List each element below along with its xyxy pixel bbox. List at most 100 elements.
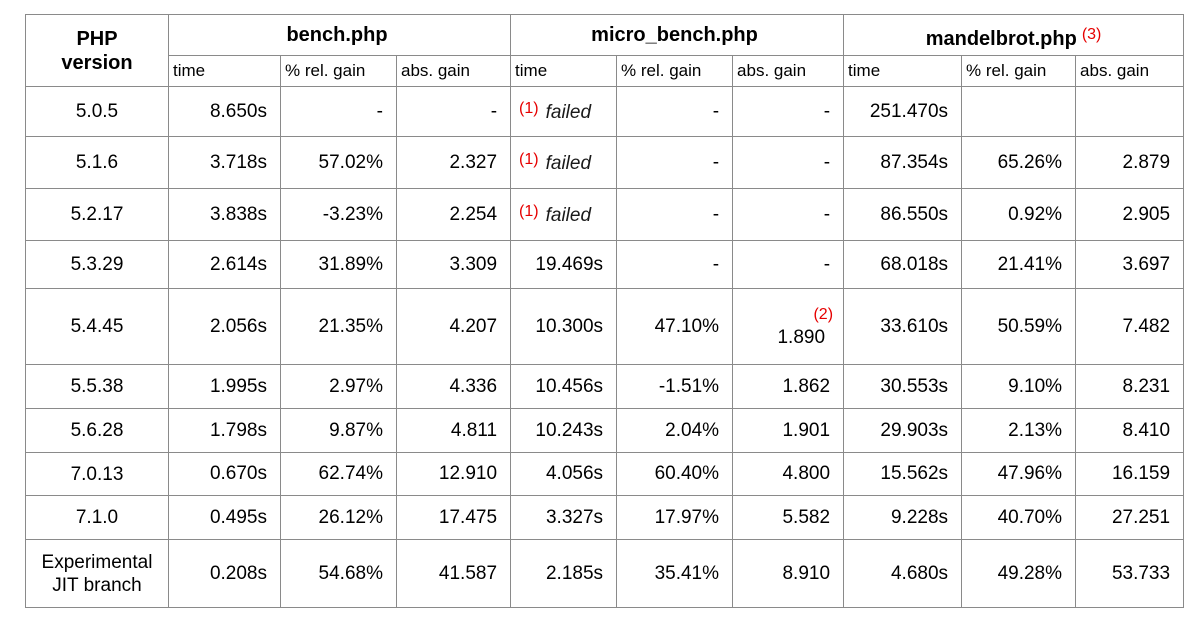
data-cell: 41.587 [395,539,512,608]
group-label: bench.php [286,23,388,46]
php-version-cell: 5.3.29 [25,240,169,289]
data-cell: 0.670s [168,452,281,496]
group-label: micro_bench.php [591,23,758,46]
footnote-marker-1: (1) [519,99,539,117]
group-label: mandelbrot.php [925,28,1077,50]
data-cell: 2.185s [510,539,618,608]
data-cell: - [732,86,845,137]
table-row: 5.3.29 2.614s 31.89% 3.309 19.469s - -68.018s 2… [25,240,1185,289]
corner-header-php-version: PHP version [25,14,169,87]
failed-label: failed [545,101,592,123]
data-cell: 2.905 [1075,188,1185,241]
data-cell: 2.879 [1075,136,1185,189]
data-cell: 33.610s [843,288,963,365]
data-cell: 2.04% [616,408,734,453]
data-cell: - [616,188,734,241]
data-cell: 50.59% [961,288,1077,365]
php-version-cell: 5.1.6 [25,136,169,189]
data-cell: 87.354s [843,136,963,189]
data-cell: 49.28% [961,539,1077,608]
data-cell: 47.10% [616,288,734,365]
data-cell: 12.910 [395,452,512,496]
php-version-cell: 5.2.17 [25,188,169,241]
data-cell: 3.309 [395,240,512,289]
subheader-micro-abs-gain: abs. gain [732,55,845,87]
subheader-micro-time: time [510,55,618,87]
data-cell: 8.910 [732,539,845,608]
data-cell: 3.718s [168,136,281,189]
data-cell: 57.02% [280,136,397,189]
data-cell: 30.553s [843,364,963,409]
data-cell: 3.838s [168,188,281,241]
noted-value-cell: (2) 1.890 [732,288,845,365]
data-cell: 4.056s [510,452,618,496]
data-cell: 0.208s [168,539,281,608]
table-row: Experimental JIT branch 0.208s 54.68% 41.58… [25,539,1185,608]
corner-header-line2: version [61,51,133,74]
subheader-mandelbrot-rel-gain: % rel. gain [961,55,1077,87]
subheader-micro-rel-gain: % rel. gain [616,55,734,87]
failed-label: failed [545,152,592,174]
data-cell: - [732,136,845,189]
footnote-marker-1: (1) [519,150,539,168]
data-cell: 1.901 [732,408,845,453]
failed-cell: (1) failed [510,188,618,241]
table-row: 7.1.0 0.495s 26.12% 17.475 3.327s 17.97% 5.582… [25,495,1185,540]
data-cell: 2.327 [395,136,512,189]
data-cell: 3.697 [1075,240,1185,289]
data-cell: 4.207 [395,288,512,365]
subheader-mandelbrot-time: time [843,55,963,87]
data-cell [1075,86,1185,137]
data-cell: 19.469s [510,240,618,289]
data-cell: - [616,86,734,137]
data-cell: 10.300s [510,288,618,365]
data-cell: 9.10% [961,364,1077,409]
php-version-cell: 7.0.13 [25,452,169,496]
data-cell: 4.800 [732,452,845,496]
failed-cell: (1) failed [510,86,618,137]
data-cell: -1.51% [616,364,734,409]
data-cell: 10.243s [510,408,618,453]
data-cell: 21.41% [961,240,1077,289]
data-cell: - [732,240,845,289]
data-cell: 65.26% [961,136,1077,189]
data-cell: 2.13% [961,408,1077,453]
data-cell: 2.254 [395,188,512,241]
data-cell: 8.650s [168,86,281,137]
php-benchmark-table: PHP version bench.php micro_bench.php ma… [25,14,1185,608]
group-header-bench-php: bench.php [167,14,512,56]
data-cell: 35.41% [616,539,734,608]
data-cell: 3.327s [510,495,618,540]
data-cell: 40.70% [961,495,1077,540]
group-header-micro-bench-php: micro_bench.php [510,14,845,56]
data-cell: 0.92% [961,188,1077,241]
footnote-marker-2: (2) [813,305,834,323]
data-cell: 2.056s [168,288,281,365]
data-cell: 4.680s [843,539,963,608]
subheader-bench-time: time [168,55,281,87]
data-cell: - [395,86,512,137]
data-cell: 8.231 [1075,364,1185,409]
data-cell: 86.550s [843,188,963,241]
data-cell: 7.482 [1075,288,1185,365]
php-version-cell: 5.5.38 [25,364,169,409]
data-cell: 1.798s [168,408,281,453]
data-cell: - [280,86,397,137]
php-version-cell: Experimental JIT branch [25,539,169,608]
table-row: 5.6.28 1.798s 9.87% 4.811 10.243s 2.04% 1.901 2… [25,408,1185,453]
data-cell [961,86,1077,137]
data-cell: 15.562s [843,452,963,496]
data-cell: 62.74% [280,452,397,496]
footnote-marker-1: (1) [519,202,539,220]
data-cell: 2.97% [280,364,397,409]
data-cell: 53.733 [1075,539,1185,608]
group-header-mandelbrot-php: mandelbrot.php (3) [843,14,1185,56]
data-cell: 29.903s [843,408,963,453]
data-cell: 1.862 [732,364,845,409]
php-version-cell: 5.6.28 [25,408,169,453]
data-cell: 1.995s [168,364,281,409]
data-cell: 8.410 [1075,408,1185,453]
data-cell: 10.456s [510,364,618,409]
data-cell: 47.96% [961,452,1077,496]
table-row: 5.0.5 8.650s - - (1) failed - -251.470s [25,86,1185,137]
